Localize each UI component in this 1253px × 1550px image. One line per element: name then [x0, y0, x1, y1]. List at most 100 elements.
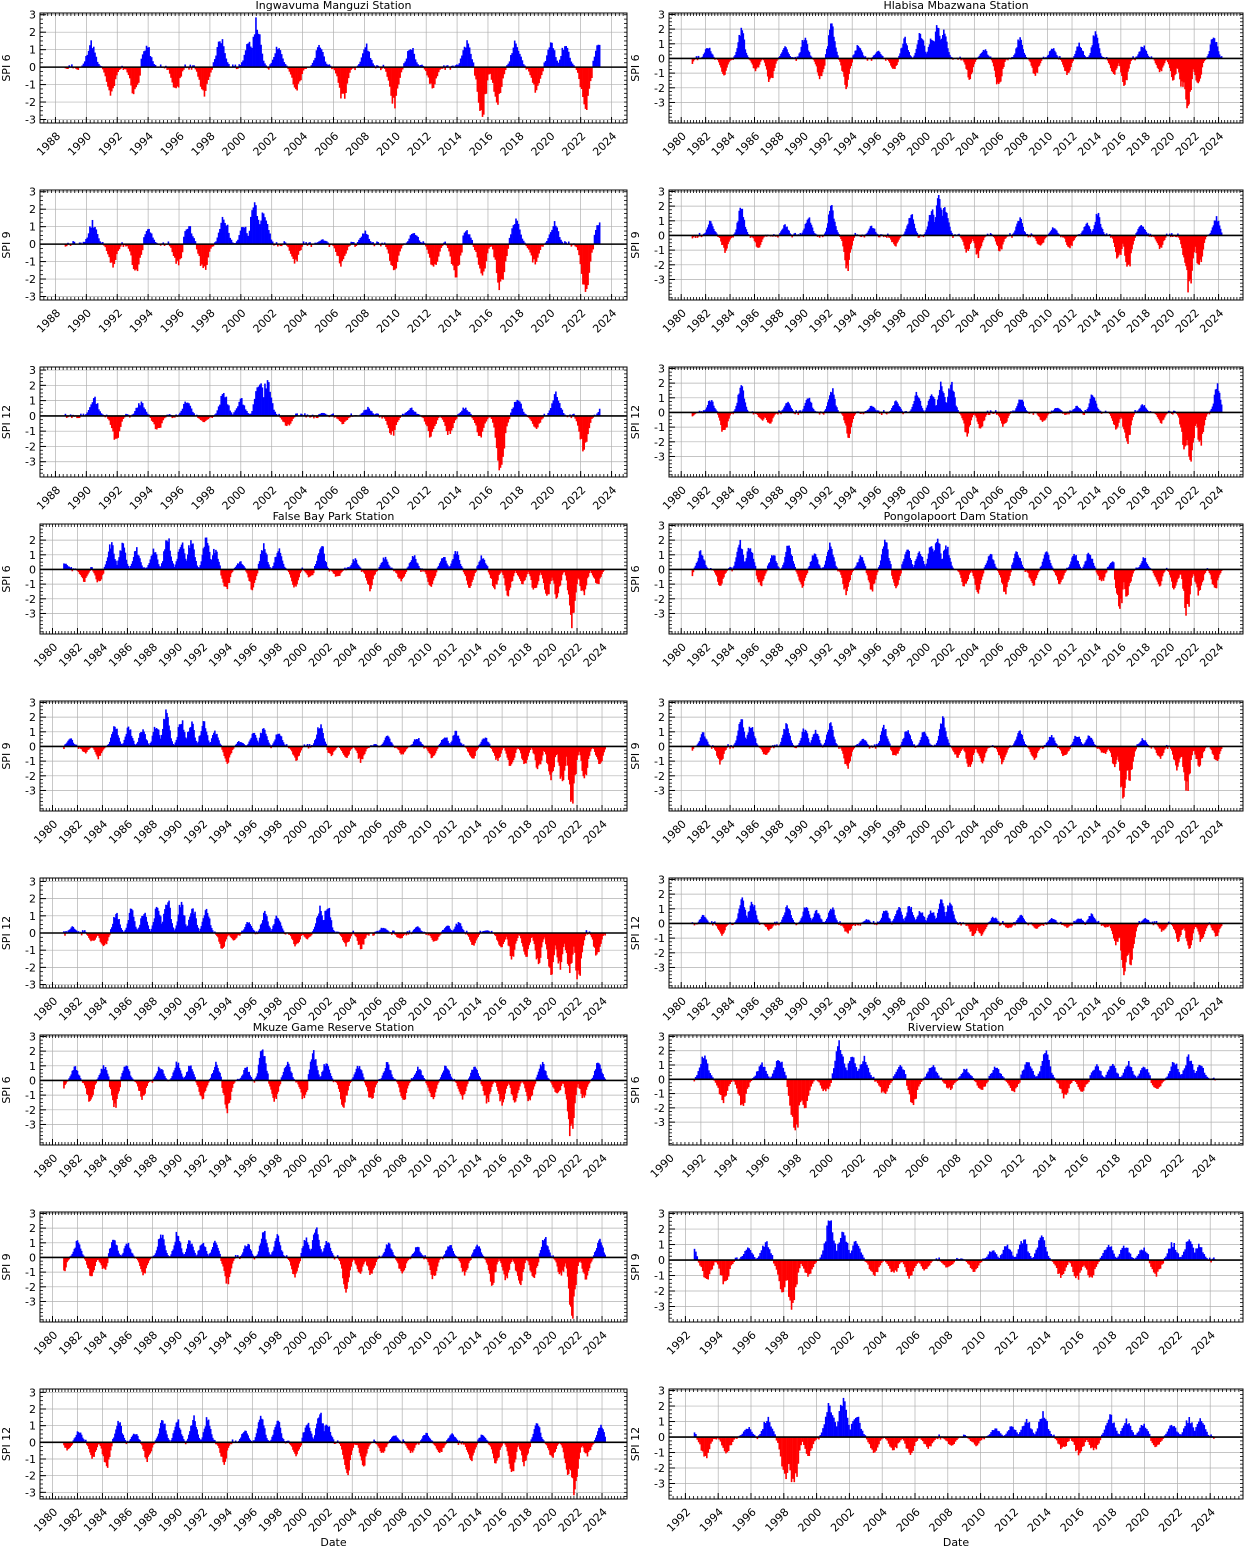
x-tick-label: 2008 — [343, 484, 372, 513]
y-tick-label: 2 — [658, 200, 665, 213]
x-tick-label: 1994 — [127, 307, 156, 336]
y-tick-label: 3 — [29, 9, 36, 22]
y-tick-label: 0 — [29, 410, 36, 423]
x-tick-label: 2008 — [1002, 130, 1031, 159]
spi-bar — [182, 244, 184, 252]
x-tick-label: 1992 — [807, 307, 836, 336]
spi-bar — [599, 45, 601, 67]
y-tick-label: 2 — [658, 23, 665, 36]
x-tick-label: 2006 — [312, 484, 341, 513]
x-tick-label: 1990 — [65, 307, 94, 336]
x-tick-label: 2014 — [436, 130, 465, 159]
y-axis-label: SPI 9 — [0, 231, 13, 258]
x-tick-label: 1992 — [96, 484, 125, 513]
y-tick-label: -1 — [25, 425, 36, 438]
x-tick-label: 1996 — [855, 130, 884, 159]
y-axis-label: SPI 6 — [629, 54, 642, 81]
x-tick-label: 2010 — [374, 130, 403, 159]
x-tick-label: 2010 — [1026, 307, 1055, 336]
x-tick-label: 1984 — [709, 307, 738, 336]
x-tick-label: 1992 — [807, 130, 836, 159]
x-tick-label: 2020 — [1149, 307, 1178, 336]
x-tick-label: 1994 — [831, 130, 860, 159]
y-tick-label: 3 — [29, 186, 36, 199]
y-tick-label: -1 — [25, 256, 36, 269]
x-tick-label: 1990 — [65, 130, 94, 159]
y-tick-label: -1 — [654, 67, 665, 80]
y-tick-label: 0 — [29, 61, 36, 74]
y-axis-label: SPI 12 — [0, 405, 13, 439]
x-tick-label: 2014 — [436, 307, 465, 336]
y-tick-label: -3 — [25, 114, 36, 127]
spi-bar — [599, 222, 601, 244]
x-tick-label: 2024 — [590, 484, 619, 513]
x-tick-label: 1994 — [127, 130, 156, 159]
y-tick-label: 3 — [658, 8, 665, 21]
x-tick-label: 2004 — [281, 307, 310, 336]
x-tick-label: 2016 — [467, 484, 496, 513]
y-tick-label: 1 — [29, 44, 36, 57]
x-tick-label: 2018 — [498, 307, 527, 336]
y-tick-label: -2 — [654, 82, 665, 95]
x-tick-label: 1990 — [65, 484, 94, 513]
y-tick-label: -3 — [25, 291, 36, 304]
x-tick-label: 2010 — [1026, 130, 1055, 159]
y-tick-label: -2 — [25, 96, 36, 109]
x-tick-label: 2024 — [1197, 307, 1226, 336]
x-tick-label: 2000 — [220, 130, 249, 159]
x-tick-label: 1982 — [684, 307, 713, 336]
y-tick-label: 2 — [29, 379, 36, 392]
plot-frame — [669, 190, 1243, 300]
y-tick-label: 0 — [658, 229, 665, 242]
x-tick-label: 2012 — [405, 130, 434, 159]
x-tick-label: 1994 — [831, 307, 860, 336]
x-tick-label: 1998 — [189, 484, 218, 513]
y-tick-label: 3 — [29, 364, 36, 377]
x-tick-label: 1986 — [733, 307, 762, 336]
station-title: Hlabisa Mbazwana Station — [883, 0, 1028, 12]
x-tick-label: 2002 — [250, 130, 279, 159]
spi-bar — [142, 244, 144, 250]
x-tick-label: 2024 — [590, 130, 619, 159]
y-tick-label: -3 — [654, 96, 665, 109]
y-tick-label: 1 — [29, 221, 36, 234]
spi-bar — [599, 409, 601, 416]
x-tick-label: 1988 — [758, 130, 787, 159]
x-tick-label: 2006 — [978, 307, 1007, 336]
x-tick-label: 1992 — [96, 307, 125, 336]
x-tick-label: 2012 — [405, 484, 434, 513]
x-tick-label: 2014 — [1075, 307, 1104, 336]
x-tick-label: 1980 — [660, 130, 689, 159]
x-tick-label: 2000 — [904, 307, 933, 336]
x-tick-label: 1998 — [189, 130, 218, 159]
x-tick-label: 2010 — [374, 484, 403, 513]
x-tick-label: 1998 — [189, 307, 218, 336]
spi-panel: -3-2-10123198019821984198619881990199219… — [629, 185, 1243, 335]
x-tick-label: 1996 — [855, 307, 884, 336]
y-tick-label: -1 — [25, 79, 36, 92]
x-tick-label: 2012 — [1051, 130, 1080, 159]
x-tick-label: 2000 — [220, 307, 249, 336]
x-tick-label: 2020 — [1149, 130, 1178, 159]
y-tick-label: 2 — [29, 203, 36, 216]
x-tick-label: 1994 — [127, 484, 156, 513]
x-tick-label: 2004 — [281, 130, 310, 159]
x-tick-label: 2018 — [1124, 130, 1153, 159]
x-tick-label: 2012 — [1051, 307, 1080, 336]
x-tick-label: 2002 — [929, 130, 958, 159]
x-tick-label: 2008 — [343, 130, 372, 159]
x-tick-label: 2002 — [929, 307, 958, 336]
x-tick-label: 1998 — [880, 307, 909, 336]
x-tick-label: 2002 — [250, 307, 279, 336]
x-tick-label: 1996 — [158, 307, 187, 336]
x-tick-label: 1998 — [880, 130, 909, 159]
x-tick-label: 2018 — [498, 484, 527, 513]
y-tick-label: 3 — [658, 185, 665, 198]
x-tick-label: 2022 — [559, 484, 588, 513]
y-tick-label: -3 — [25, 456, 36, 469]
x-tick-label: 2004 — [953, 130, 982, 159]
x-tick-label: 1986 — [733, 130, 762, 159]
